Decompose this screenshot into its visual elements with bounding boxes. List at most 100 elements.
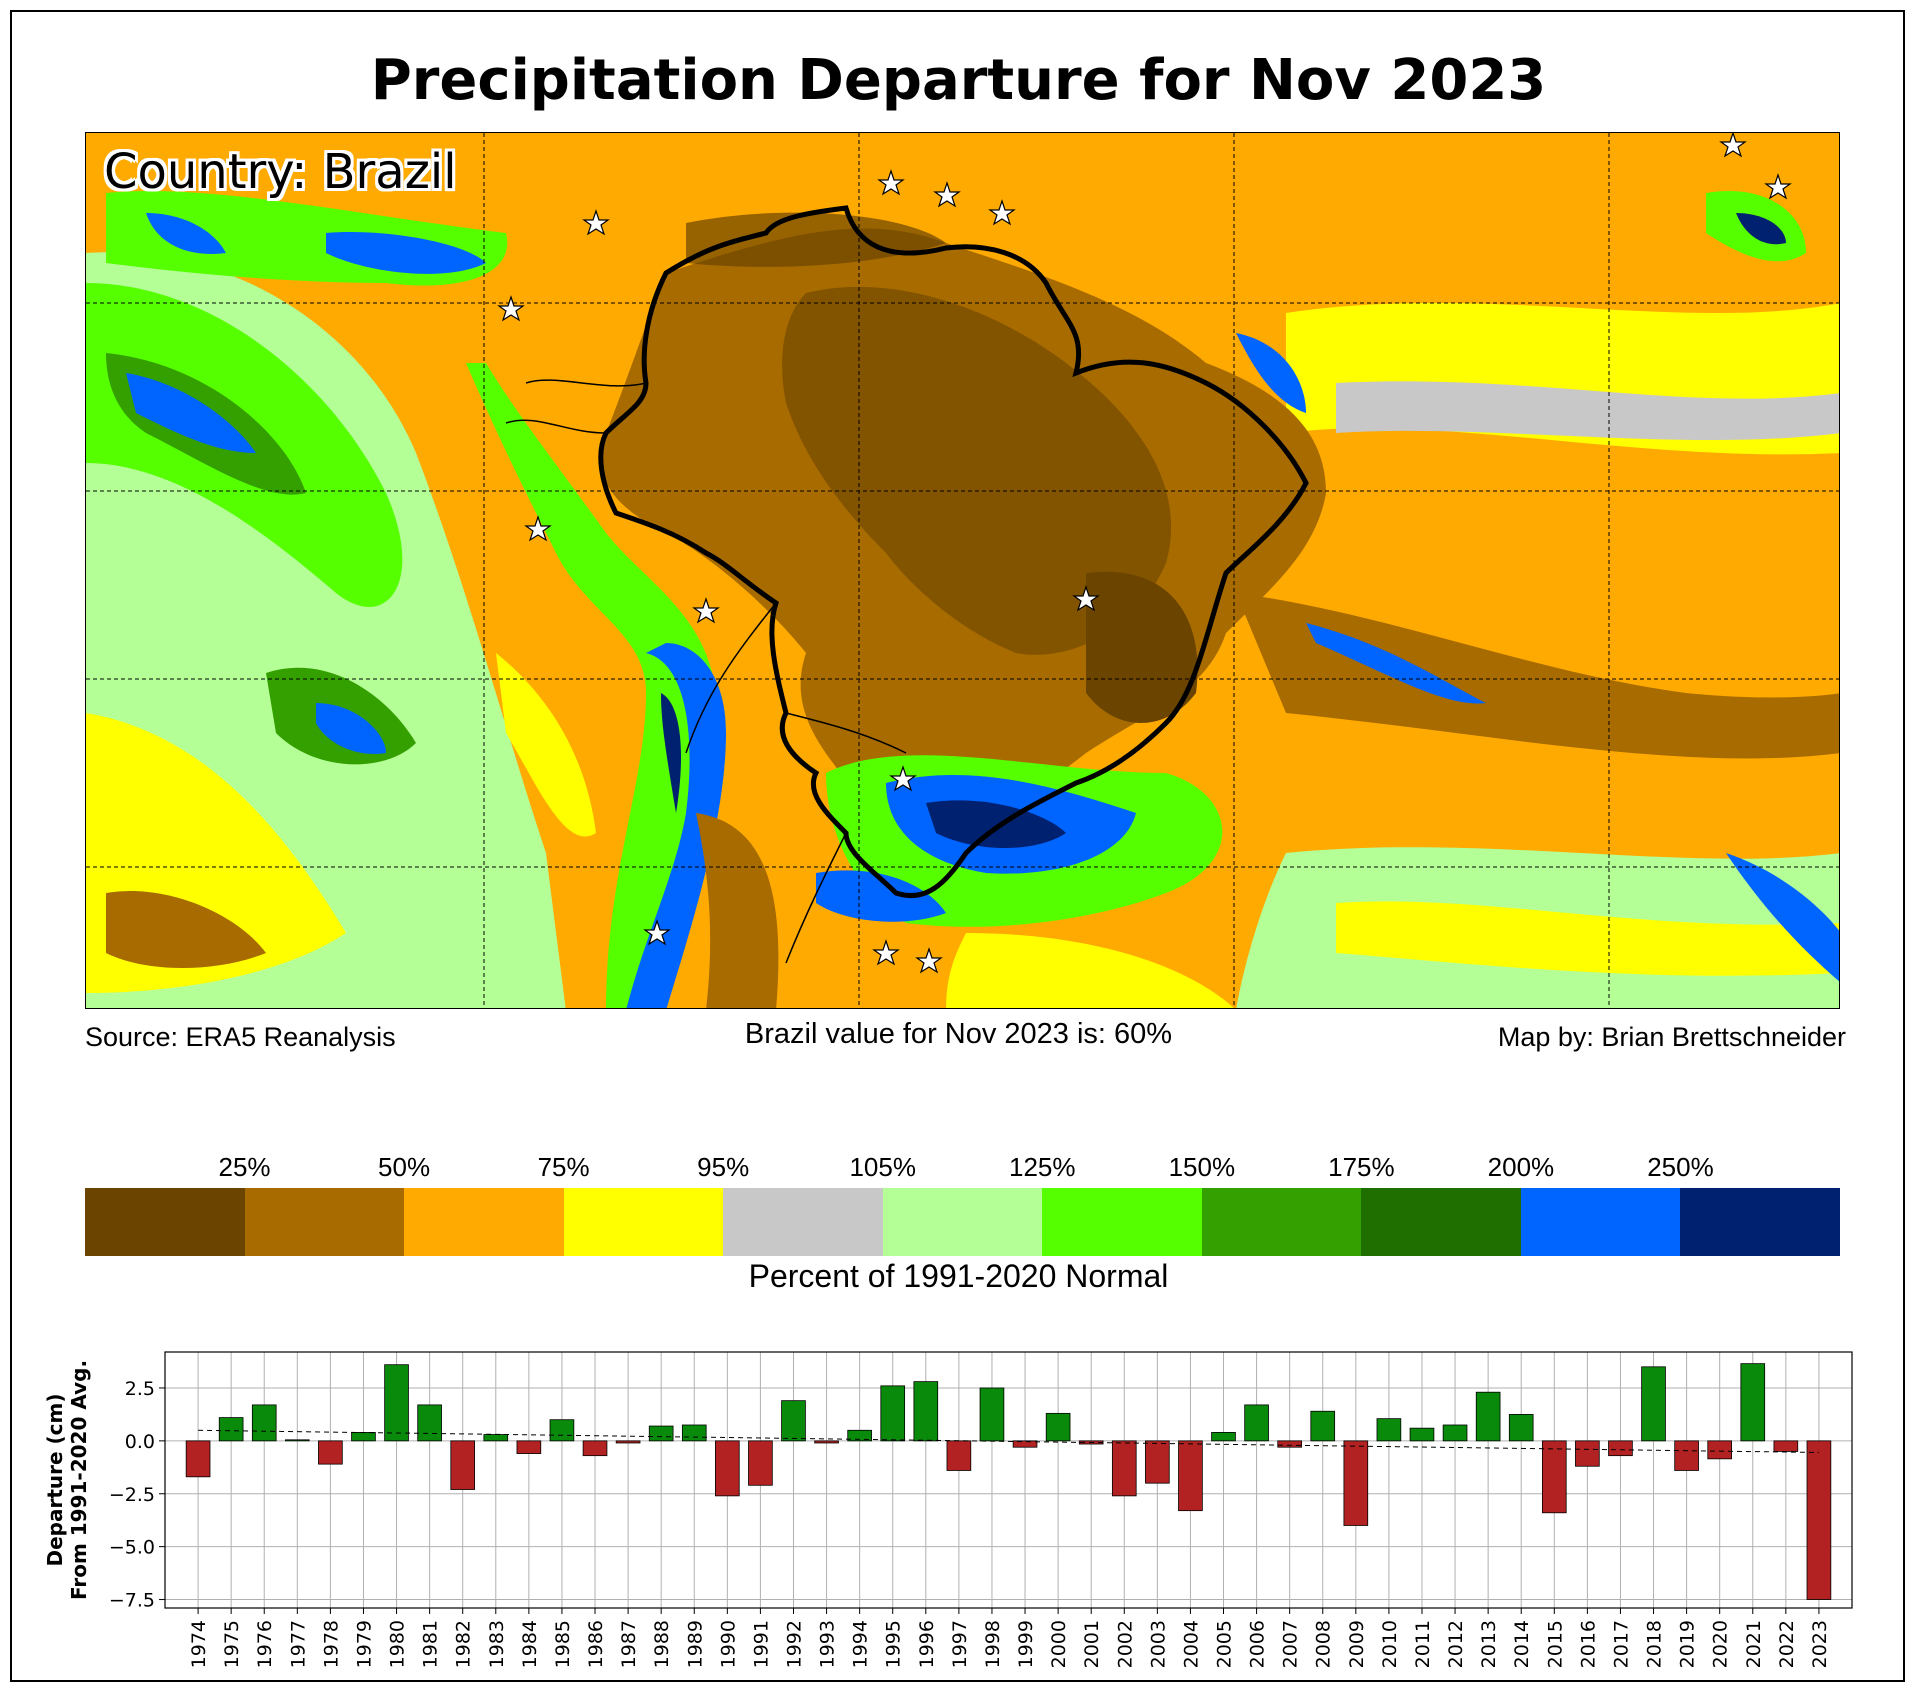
- y-tick-label: 2.5: [125, 1378, 155, 1400]
- bar: [880, 1385, 906, 1442]
- bar: [1575, 1440, 1600, 1467]
- capital-star: [889, 765, 917, 792]
- colorbar-swatch: [404, 1188, 564, 1256]
- x-tick-label: 1988: [651, 1620, 673, 1668]
- colorbar-swatch: [1201, 1188, 1362, 1256]
- x-tick-label: 2012: [1445, 1620, 1467, 1668]
- bar: [1740, 1363, 1766, 1442]
- trend-line: [198, 1429, 1819, 1453]
- y-tick-label: −5.0: [109, 1537, 155, 1559]
- capital-star: [877, 169, 905, 196]
- capital-star: [1072, 585, 1100, 612]
- y-axis-label: Departure (cm): [43, 1393, 67, 1566]
- bar: [1012, 1440, 1038, 1448]
- x-tick-label: 2022: [1776, 1620, 1798, 1668]
- bar: [582, 1440, 608, 1457]
- bar: [748, 1440, 773, 1486]
- map-region: [1336, 901, 1839, 976]
- x-tick-label: 1999: [1015, 1620, 1037, 1668]
- x-tick-label: 1974: [188, 1620, 210, 1668]
- x-tick-label: 1982: [453, 1620, 475, 1668]
- colorbar-tick-label: 25%: [218, 1152, 271, 1182]
- map-region: [126, 373, 256, 453]
- colorbar-tick-label: 125%: [1009, 1152, 1076, 1182]
- map-region: [1306, 623, 1486, 704]
- x-tick-label: 1978: [320, 1620, 342, 1668]
- x-tick-label: 2009: [1346, 1620, 1368, 1668]
- chart-title: Precipitation Departure for Nov 2023: [370, 48, 1547, 113]
- map-region: [816, 870, 946, 922]
- brazil-border: [598, 205, 1309, 899]
- map-region: [626, 643, 726, 1008]
- bar: [384, 1364, 409, 1442]
- bar: [1674, 1440, 1699, 1471]
- x-tick-label: 1983: [486, 1620, 508, 1668]
- colorbar-swatch: [1361, 1188, 1521, 1256]
- precipitation-map: [85, 132, 1840, 1009]
- bar: [681, 1424, 707, 1442]
- country-label: Country: Brazil: [104, 144, 457, 200]
- map-credit: Map by: Brian Brettschneider: [1497, 1022, 1846, 1052]
- x-tick-label: 1976: [254, 1620, 276, 1668]
- x-tick-label: 2000: [1048, 1620, 1070, 1668]
- bar: [1442, 1424, 1468, 1442]
- x-tick-label: 1980: [387, 1620, 409, 1668]
- x-tick-label: 1998: [982, 1620, 1004, 1668]
- colorbar-swatch: [244, 1188, 405, 1256]
- bar: [946, 1440, 972, 1471]
- bar: [218, 1417, 244, 1442]
- x-tick-label: 1996: [916, 1620, 938, 1668]
- map-region: [661, 693, 681, 813]
- bar: [1376, 1418, 1402, 1442]
- x-tick-label: 2007: [1280, 1620, 1302, 1668]
- x-tick-label: 2004: [1180, 1620, 1202, 1668]
- bar: [1277, 1440, 1302, 1448]
- colorbar-swatch: [1680, 1188, 1841, 1256]
- map-region: [1736, 213, 1786, 245]
- map-region: [316, 703, 386, 754]
- map-gridlines: [86, 133, 1839, 1008]
- map-region: [86, 133, 1839, 223]
- x-tick-label: 2008: [1313, 1620, 1335, 1668]
- map-region: [496, 653, 596, 837]
- colorbar-swatch: [1520, 1188, 1681, 1256]
- plot-frame: [164, 1351, 1853, 1609]
- colorbar-swatch: [723, 1188, 883, 1256]
- x-tick-label: 1990: [717, 1620, 739, 1668]
- x-tick-label: 2016: [1577, 1620, 1599, 1668]
- colorbar-tick-label: 75%: [537, 1152, 590, 1182]
- x-tick-label: 2023: [1809, 1620, 1831, 1668]
- capital-star: [1764, 173, 1792, 200]
- bar: [1343, 1440, 1369, 1526]
- bar: [1244, 1404, 1269, 1442]
- bar: [1145, 1440, 1170, 1484]
- capital-stars: [497, 133, 1792, 974]
- x-tick-label: 2020: [1710, 1620, 1732, 1668]
- bar: [285, 1439, 310, 1442]
- x-tick-label: 2019: [1677, 1620, 1699, 1668]
- bar: [648, 1425, 674, 1442]
- colorbar-swatch: [85, 1188, 245, 1256]
- bar: [516, 1440, 542, 1454]
- x-tick-label: 1992: [783, 1620, 805, 1668]
- map-region: [686, 212, 946, 267]
- bar: [715, 1440, 740, 1497]
- x-tick-label: 2018: [1644, 1620, 1666, 1668]
- x-tick-label: 2014: [1511, 1620, 1533, 1668]
- colorbar-label: Percent of 1991-2020 Normal: [748, 1258, 1169, 1294]
- x-tick-label: 1993: [817, 1620, 839, 1668]
- capital-star: [915, 947, 943, 974]
- bar: [549, 1419, 575, 1442]
- bar: [1806, 1440, 1832, 1600]
- bar: [1211, 1431, 1236, 1442]
- bar: [1178, 1440, 1203, 1512]
- map-region: [782, 286, 1172, 655]
- x-tick-label: 1986: [585, 1620, 607, 1668]
- capital-star: [933, 181, 961, 208]
- bar: [615, 1440, 641, 1444]
- map-region: [1236, 593, 1839, 759]
- bar: [1409, 1427, 1435, 1442]
- x-tick-label: 1985: [552, 1620, 574, 1668]
- colorbar-tick-label: 105%: [849, 1152, 916, 1182]
- bar: [1310, 1410, 1336, 1442]
